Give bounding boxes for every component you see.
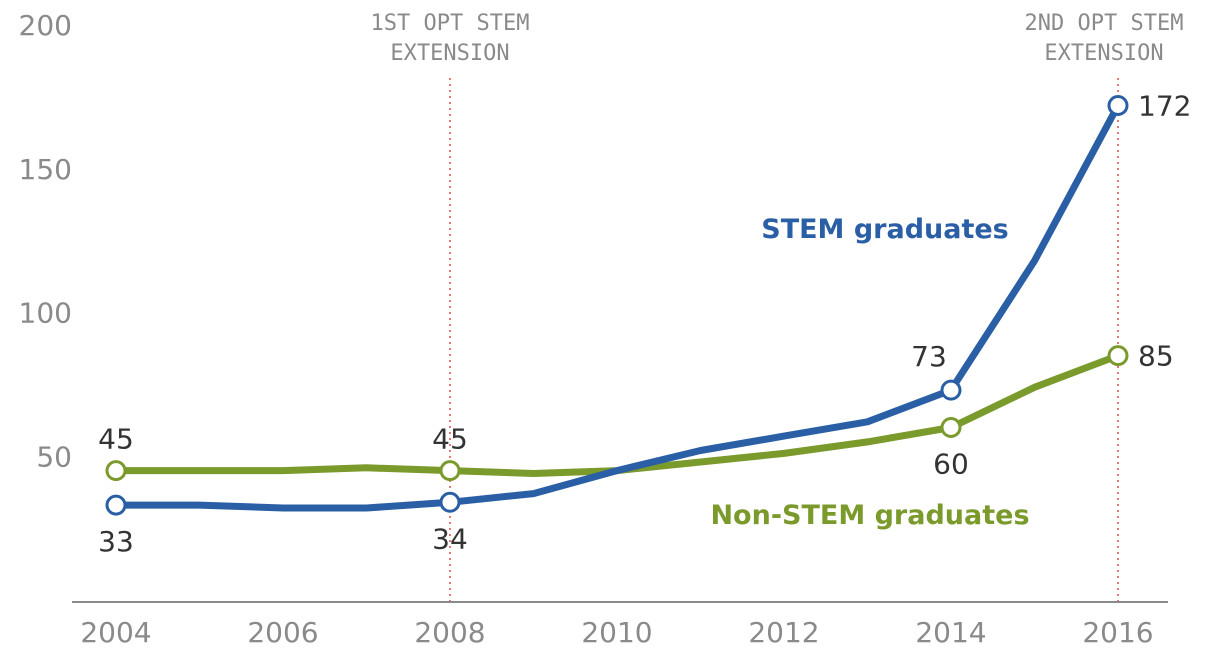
non-stem-data-point [105,460,127,482]
x-tick-label: 2014 [915,616,986,649]
y-tick-label: 150 [19,153,72,186]
stem-data-point [439,491,461,513]
axis-layer: 2004 2006 2008 2010 2012 2014 2016 50 100 150 200 [19,9,1168,649]
stem-data-point [105,494,127,516]
stem-series-label: STEM graduates [761,214,1009,245]
marker-layer [105,95,1129,516]
x-tick-label: 2004 [80,616,151,649]
stem-data-point [940,379,962,401]
data-label: 172 [1138,90,1191,123]
y-tick-label: 100 [19,297,72,330]
annotation-label: EXTENSION [1044,41,1163,66]
x-tick-label: 2016 [1082,616,1153,649]
non-stem-data-point [940,417,962,438]
annotation-layer: 1ST OPT STEM EXTENSION 2ND OPT STEM EXTENSI… [371,11,1184,602]
y-tick-label: 200 [19,9,72,42]
label-layer: 33 34 73 172 45 45 60 85 STEM graduates Non-STEM … [98,90,1191,559]
annotation-label: 1ST OPT STEM [371,11,530,36]
data-label: 33 [98,525,134,558]
x-tick-label: 2012 [748,616,819,649]
x-tick-label: 2006 [247,616,318,649]
x-tick-label: 2008 [414,616,485,649]
non-stem-data-point [439,460,461,482]
data-label: 34 [432,522,468,555]
x-tick-label: 2010 [581,616,652,649]
data-label: 45 [98,423,134,456]
annotation-label: 2ND OPT STEM [1025,11,1184,36]
non-stem-series-label: Non-STEM graduates [710,500,1029,531]
annotation-label: EXTENSION [390,41,509,66]
data-label: 85 [1138,340,1174,373]
data-label: 73 [911,340,947,373]
stem-data-point [1107,95,1129,116]
data-label: 45 [432,423,468,456]
data-label: 60 [933,448,969,481]
y-tick-label: 50 [36,440,72,473]
non-stem-data-point [1107,345,1129,367]
